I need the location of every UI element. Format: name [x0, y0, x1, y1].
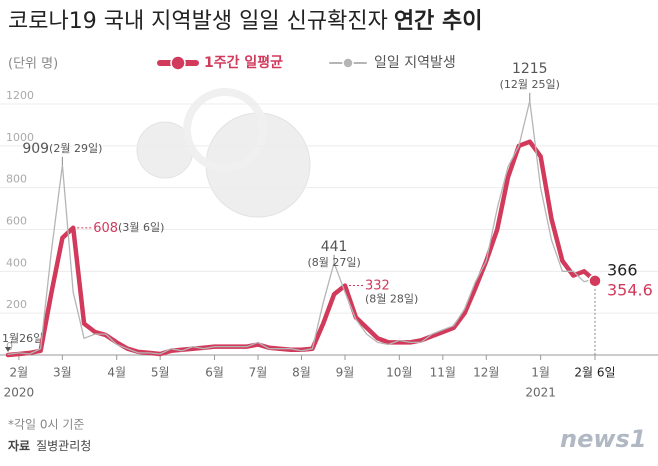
x-tick-label: 3월 — [53, 366, 72, 380]
legend-label: 1주간 일평균 — [204, 54, 283, 71]
unit-label: (단위 명) — [8, 57, 58, 72]
y-tick-label: 600 — [6, 215, 27, 228]
annotation: 608(3월 6일) — [93, 220, 164, 236]
y-tick-label: 0 — [6, 340, 13, 353]
annotation-date: (8월 27일) — [307, 255, 360, 269]
end-point — [588, 274, 602, 288]
y-tick-label: 200 — [6, 298, 27, 311]
x-tick-label: 2월 — [10, 366, 29, 380]
annotation-date: (3월 6일) — [118, 220, 164, 234]
end-label-daily: 366 — [607, 260, 638, 279]
title-main: 코로나19 국내 지역발생 일일 신규확진자 — [8, 9, 388, 34]
annotation-value: 332 — [365, 278, 390, 293]
x-tick-label: 10월 — [386, 366, 412, 380]
x-tick-label: 5월 — [151, 366, 170, 380]
annotation-date: (12월 25일) — [500, 77, 560, 91]
y-tick-label: 1200 — [6, 89, 34, 102]
start-marker — [5, 347, 11, 352]
annotation: 1215 (12월 25일) — [500, 61, 560, 91]
y-tick-label: 400 — [6, 256, 27, 269]
annotation-value: 608 — [93, 220, 118, 235]
plot: 0 200 400 600 800 1000 1200 2월 3월 4월 5월 6월 7월 8월 9월 10월… — [0, 61, 658, 400]
legend-label: 일일 지역발생 — [374, 55, 456, 71]
x-tick-label: 4월 — [107, 366, 126, 380]
annotation-value: 441 — [321, 239, 348, 255]
annotation: 441 (8월 27일) — [307, 239, 360, 269]
y-tick-label: 1000 — [6, 131, 34, 144]
chart-title: 코로나19 국내 지역발생 일일 신규확진자 연간 추이 — [8, 9, 482, 34]
source-label: 자료 — [8, 438, 30, 453]
footnote: *각일 0시 기준 — [8, 418, 84, 432]
annotation-value: 909 — [22, 141, 49, 157]
annotation-value: 1215 — [512, 61, 548, 77]
annotation: 332 (8월 28일) — [365, 278, 418, 306]
year-label: 2020 — [4, 386, 35, 400]
annotation-date: (8월 28일) — [365, 292, 418, 306]
series-line — [5, 139, 598, 358]
legend-dot — [170, 55, 186, 71]
x-tick-label: 6월 — [205, 366, 224, 380]
year-label: 2021 — [525, 386, 556, 400]
annotation-date: (2월 29일) — [49, 141, 102, 155]
series-line — [7, 100, 596, 356]
x-tick-label: 1월 — [531, 366, 550, 380]
legend: 1주간 일평균 일일 지역발생 — [157, 54, 456, 71]
x-tick-label: 9월 — [336, 366, 355, 380]
start-label: 1월26일 — [2, 331, 43, 345]
x-tick-label: 11월 — [430, 366, 456, 380]
x-tick-label: 8월 — [292, 366, 311, 380]
x-tick-label: 12월 — [473, 366, 499, 380]
source-name: 질병관리청 — [36, 439, 91, 453]
source: 자료 질병관리청 — [8, 438, 91, 453]
virus-decoration — [136, 88, 311, 218]
annotation: 909(2월 29일) — [22, 141, 102, 157]
end-label-avg: 354.6 — [607, 280, 653, 299]
logo: news1 — [560, 425, 647, 453]
legend-dot — [342, 57, 354, 69]
title-emphasis: 연간 추이 — [394, 9, 483, 34]
x-tick-label: 7월 — [249, 366, 268, 380]
y-tick-label: 800 — [6, 173, 27, 186]
x-tick-label: 2월 6일 — [574, 366, 615, 380]
